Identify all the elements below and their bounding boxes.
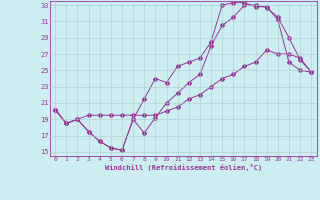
- X-axis label: Windchill (Refroidissement éolien,°C): Windchill (Refroidissement éolien,°C): [105, 164, 262, 171]
